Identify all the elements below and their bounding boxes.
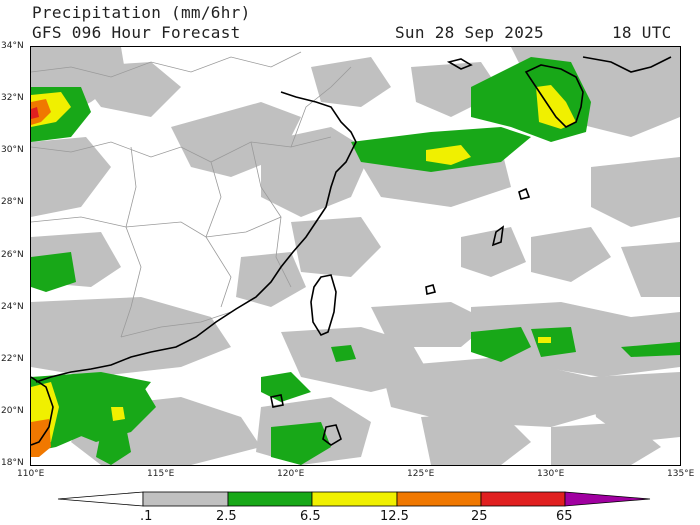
forecast-time: 18 UTC bbox=[612, 23, 672, 42]
colorbar-label-4: 25 bbox=[471, 509, 488, 524]
lon-label-135: 135°E bbox=[667, 469, 695, 479]
lon-label-125: 125°E bbox=[407, 469, 435, 479]
lat-label-30: 30°N bbox=[1, 145, 24, 155]
extreme-precip-areas bbox=[31, 107, 39, 119]
lat-label-22: 22°N bbox=[1, 354, 24, 364]
lon-label-130: 130°E bbox=[537, 469, 565, 479]
colorbar-segment-yellow bbox=[311, 491, 398, 507]
colorbar-label-1: 2.5 bbox=[216, 509, 237, 524]
colorbar-label-0: .1 bbox=[140, 509, 153, 524]
map-title: Precipitation (mm/6hr) bbox=[32, 3, 251, 22]
colorbar-segment-red bbox=[480, 491, 566, 507]
lat-label-26: 26°N bbox=[1, 250, 24, 260]
forecast-subtitle: GFS 096 Hour Forecast bbox=[32, 23, 241, 42]
lat-label-28: 28°N bbox=[1, 197, 24, 207]
lon-label-115: 115°E bbox=[147, 469, 175, 479]
lat-label-32: 32°N bbox=[1, 93, 24, 103]
colorbar-segment-green bbox=[227, 491, 313, 507]
province-boundaries bbox=[31, 51, 352, 338]
lat-label-18: 18°N bbox=[1, 458, 24, 468]
lat-label-34: 34°N bbox=[1, 41, 24, 51]
lon-label-110: 110°E bbox=[17, 469, 45, 479]
colorbar-segment-purple bbox=[564, 491, 651, 507]
lat-label-24: 24°N bbox=[1, 302, 24, 312]
lat-label-20: 20°N bbox=[1, 406, 24, 416]
precipitation-map bbox=[31, 47, 680, 465]
lon-label-120: 120°E bbox=[277, 469, 305, 479]
colorbar-label-3: 12.5 bbox=[380, 509, 409, 524]
colorbar-segment-white bbox=[57, 491, 144, 507]
colorbar-segment-gray bbox=[142, 491, 229, 507]
coastlines bbox=[31, 56, 672, 446]
precipitation-colorbar bbox=[57, 491, 651, 507]
forecast-date: Sun 28 Sep 2025 bbox=[395, 23, 544, 42]
colorbar-segment-orange bbox=[396, 491, 482, 507]
map-frame[interactable] bbox=[30, 46, 681, 466]
colorbar-label-5: 65 bbox=[556, 509, 573, 524]
colorbar-label-2: 6.5 bbox=[300, 509, 321, 524]
